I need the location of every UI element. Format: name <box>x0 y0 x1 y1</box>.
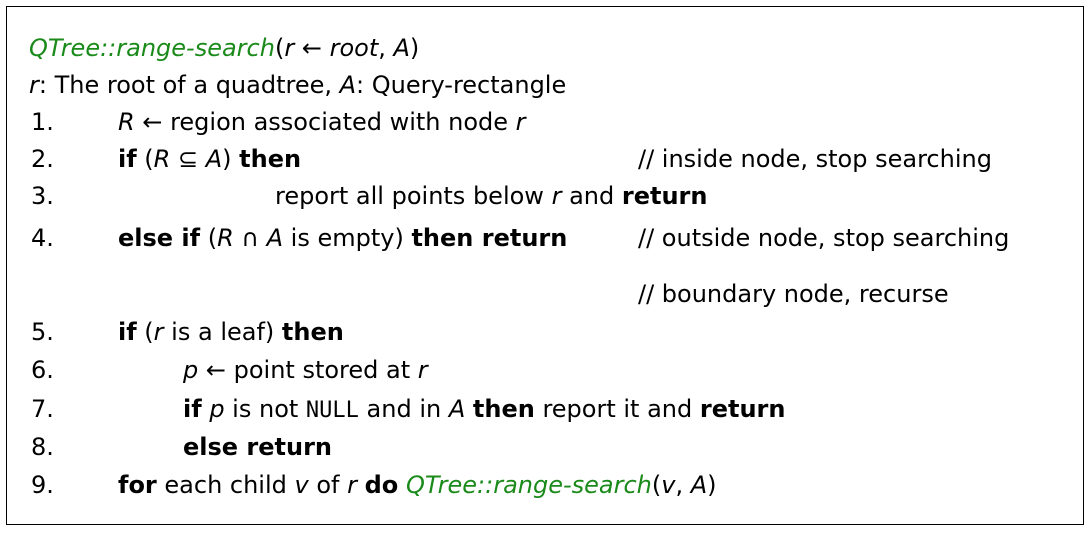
code-line-2: 2. if (R ⊆ A) then // inside node, stop … <box>7 140 1083 178</box>
line-code: if (r is a leaf) then <box>118 318 344 346</box>
line-code: if (R ⊆ A) then <box>118 145 302 173</box>
code-line-7: 7. if p is not NULL and in A then report… <box>7 390 1083 428</box>
line-number: 3. <box>31 182 54 210</box>
line-code: report all points below r and return <box>275 182 708 210</box>
line-code: p ← point stored at r <box>183 356 428 384</box>
line-code: if p is not NULL and in A then report it… <box>183 395 786 423</box>
signature: QTree::range-search(r ← root, A) <box>29 34 420 62</box>
code-line-5: 5. if (r is a leaf) then <box>7 313 1083 351</box>
line-comment: // inside node, stop searching <box>638 145 992 173</box>
line-code: for each child v of r do QTree::range-se… <box>118 471 717 499</box>
line-number: 6. <box>31 356 54 384</box>
line-number: 1. <box>31 108 54 136</box>
line-number: 8. <box>31 433 54 461</box>
function-name: QTree::range-search <box>29 34 275 62</box>
line-comment: // outside node, stop searching <box>638 224 1010 252</box>
line-comment: // boundary node, recurse <box>638 280 949 308</box>
description: r: The root of a quadtree, A: Query-rect… <box>29 71 567 99</box>
header-line: QTree::range-search(r ← root, A) <box>7 29 1083 67</box>
line-number: 7. <box>31 395 54 423</box>
line-number: 9. <box>31 471 54 499</box>
code-line-6: 6. p ← point stored at r <box>7 351 1083 389</box>
code-line-3: 3. report all points below r and return <box>7 177 1083 215</box>
code-line-1: 1. R ← region associated with node r <box>7 103 1083 141</box>
line-number: 4. <box>31 224 54 252</box>
line-number: 2. <box>31 145 54 173</box>
algorithm-box: QTree::range-search(r ← root, A) r: The … <box>6 6 1084 525</box>
code-line-8: 8. else return <box>7 428 1083 466</box>
code-line-4: 4. else if (R ∩ A is empty) then return … <box>7 219 1083 257</box>
code-line-9: 9. for each child v of r do QTree::range… <box>7 466 1083 504</box>
line-code: else return <box>183 433 333 461</box>
comment-line: // boundary node, recurse <box>7 275 1083 313</box>
line-code: R ← region associated with node r <box>118 108 526 136</box>
function-call: QTree::range-search <box>405 471 652 499</box>
description-line: r: The root of a quadtree, A: Query-rect… <box>7 66 1083 104</box>
line-number: 5. <box>31 318 54 346</box>
line-code: else if (R ∩ A is empty) then return <box>118 224 568 252</box>
